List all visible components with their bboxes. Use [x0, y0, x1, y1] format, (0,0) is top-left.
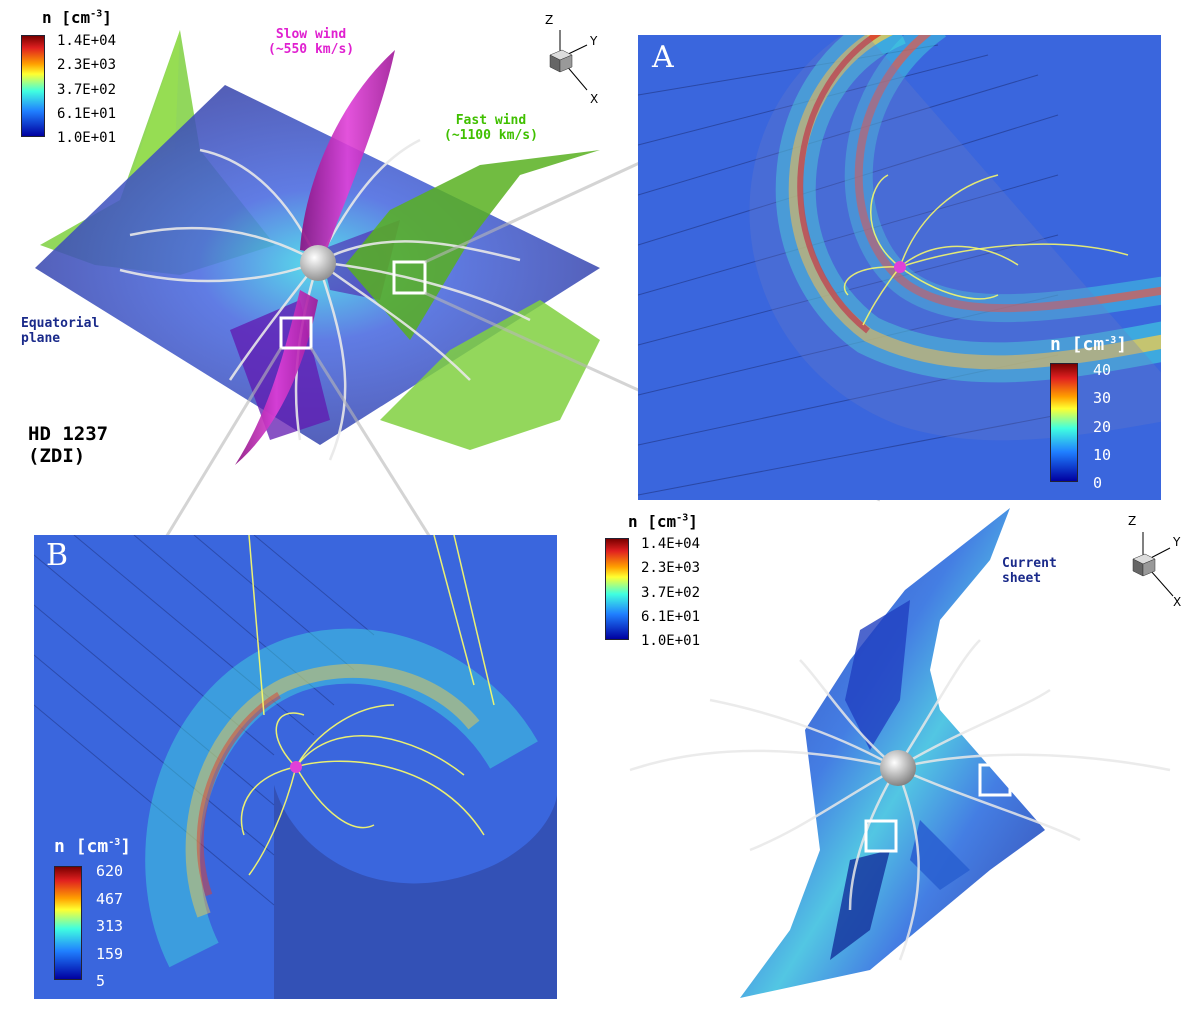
main-colorbar-gradient	[21, 35, 45, 137]
sheet-colorbar-ticks: 1.4E+04 2.3E+03 3.7E+02 6.1E+01 1.0E+01	[641, 536, 700, 649]
tick-label: 467	[96, 889, 124, 908]
tick-label: 3.7E+02	[641, 584, 701, 601]
tick-label: 30	[1093, 389, 1112, 408]
colorbar-title-close: ]	[1116, 334, 1128, 355]
tick-label: 5	[96, 972, 106, 990]
tick-label: 159	[96, 944, 124, 963]
panel-a-colorbar-title: n [cm-3]	[1050, 334, 1127, 355]
tick-label: 1.4E+04	[641, 536, 701, 552]
tick-label: 2.3E+03	[57, 57, 117, 74]
tick-label: 6.1E+01	[57, 105, 117, 122]
slow-wind-label: Slow wind (~550 km/s)	[268, 27, 354, 57]
tick-label: 10	[1093, 445, 1112, 464]
zoom-box-b-sheet	[864, 819, 898, 853]
panel-b	[34, 535, 557, 999]
panel-b-letter: B	[46, 538, 69, 573]
panel-b-colorbar-ticks: 620 467 313 159 5	[96, 862, 123, 990]
tick-label: 40	[1093, 361, 1112, 379]
panel-a-letter: A	[652, 40, 674, 75]
tick-label: 1.0E+01	[57, 130, 117, 146]
colorbar-title-text: n [cm	[42, 8, 91, 27]
tick-label: 313	[96, 917, 124, 935]
current-sheet-view	[629, 508, 1171, 998]
colorbar-exponent: -3	[108, 837, 121, 848]
zoom-box-b	[279, 316, 313, 350]
axis-triad-sheet: Z Y X	[1128, 514, 1181, 609]
tick-label: 20	[1093, 417, 1112, 436]
slow-wind-speed: (~550 km/s)	[268, 42, 355, 57]
axis-z: Z	[545, 13, 553, 27]
panel-b-colorbar-gradient	[54, 866, 82, 980]
tick-label: 3.7E+02	[57, 81, 117, 98]
slow-wind-title: Slow wind	[275, 27, 347, 42]
colorbar-title-text: n [cm	[628, 512, 677, 531]
tick-label: 1.4E+04	[57, 33, 117, 49]
zoom-box-a	[392, 260, 427, 295]
axis-y: Y	[589, 34, 598, 48]
axis-triad-main: Z Y X	[545, 13, 598, 105]
star-method: (ZDI)	[28, 445, 86, 467]
colorbar-exponent: -3	[90, 8, 103, 20]
panel-b-colorbar-title: n [cm-3]	[54, 836, 131, 857]
sheet-colorbar-title: n [cm-3]	[628, 512, 698, 531]
tick-label: 620	[96, 862, 124, 880]
star-name-label: HD 1237 (ZDI)	[28, 423, 108, 467]
panel-b-star	[290, 761, 302, 773]
panel-a-star	[894, 261, 906, 273]
zoom-box-a-sheet	[978, 763, 1012, 797]
sheet-colorbar-gradient	[605, 538, 629, 640]
sheet-word: sheet	[1002, 571, 1042, 586]
axis-z: Z	[1128, 514, 1136, 528]
current-word: Current	[1002, 556, 1057, 571]
equatorial-plane-label: Equatorial plane	[21, 316, 99, 346]
current-sheet-star	[880, 750, 916, 786]
star	[300, 245, 336, 281]
colorbar-title-close: ]	[688, 512, 698, 531]
main-3d-view	[35, 30, 600, 465]
axis-x: X	[1173, 595, 1181, 609]
tick-label: 6.1E+01	[641, 608, 701, 625]
fast-wind-label: Fast wind (~1100 km/s)	[444, 113, 538, 143]
colorbar-title-close: ]	[102, 8, 112, 27]
tick-label: 0	[1093, 474, 1103, 492]
current-sheet-label: Current sheet	[1002, 556, 1057, 586]
main-colorbar-title: n [cm-3]	[42, 8, 112, 27]
colorbar-title-text: n [cm	[1050, 334, 1105, 355]
main-colorbar-ticks: 1.4E+04 2.3E+03 3.7E+02 6.1E+01 1.0E+01	[57, 33, 116, 146]
axis-y: Y	[1172, 535, 1181, 549]
colorbar-title-text: n [cm	[54, 836, 109, 857]
colorbar-exponent: -3	[676, 512, 689, 524]
tick-label: 1.0E+01	[641, 633, 701, 649]
colorbar-title-close: ]	[120, 836, 132, 857]
colorbar-exponent: -3	[1104, 335, 1117, 346]
slow-wind-surface	[300, 50, 395, 255]
tick-label: 2.3E+03	[641, 560, 701, 577]
panel-b-visual	[34, 535, 557, 999]
panel-a	[638, 35, 1161, 500]
equatorial-word: Equatorial	[21, 316, 100, 331]
fast-wind-title: Fast wind	[455, 113, 527, 128]
axis-x: X	[590, 92, 598, 105]
panel-a-colorbar-ticks: 40 30 20 10 0	[1093, 361, 1111, 492]
panel-a-colorbar-gradient	[1050, 363, 1078, 482]
plane-word: plane	[21, 331, 61, 346]
panel-a-visual	[638, 35, 1161, 496]
fast-wind-speed: (~1100 km/s)	[444, 128, 538, 143]
star-name: HD 1237	[28, 423, 109, 445]
